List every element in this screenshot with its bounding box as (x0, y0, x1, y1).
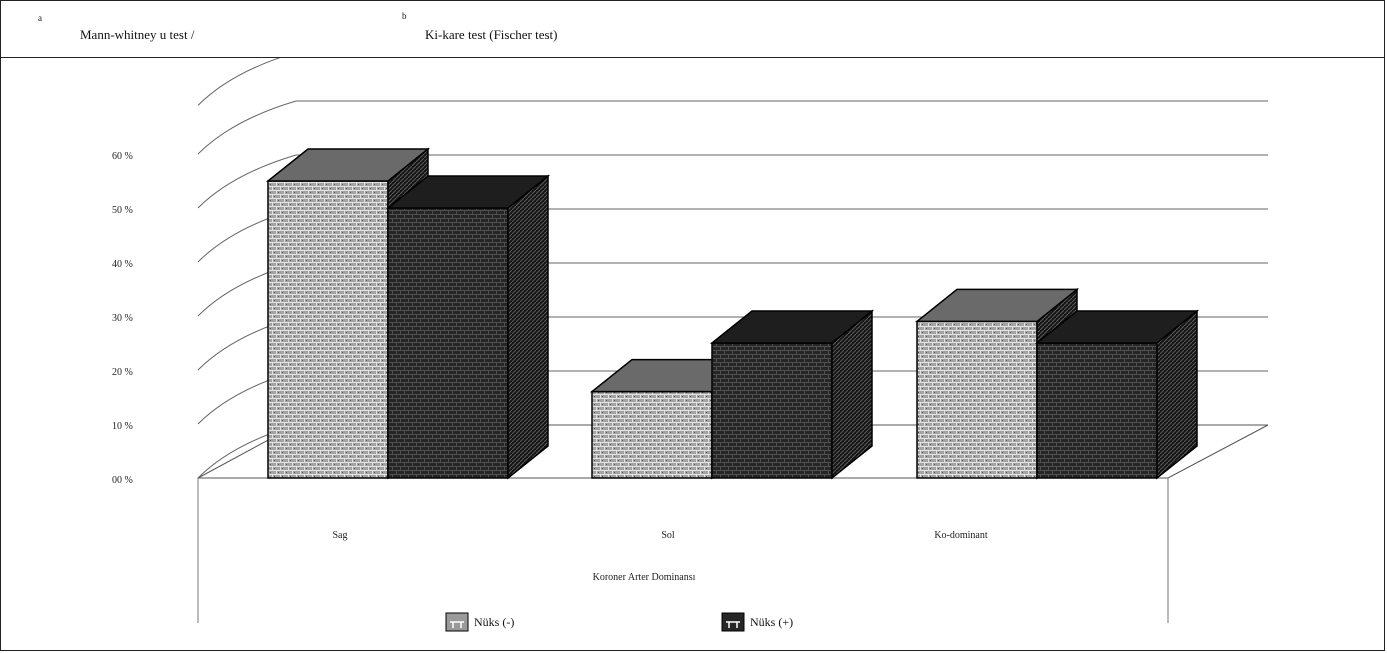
chart-floor (197, 424, 1269, 479)
y-tick-label: 40 % (112, 259, 133, 270)
legend-label: Nüks (+) (750, 615, 793, 629)
bar-top (385, 175, 551, 209)
bar-front (387, 207, 509, 479)
x-category-label: Ko-dominant (934, 530, 988, 541)
legend-item: Nüks (+) (721, 612, 793, 632)
bar-nuks-negative-2 (914, 287, 1080, 480)
x-axis-labels: Sag Sol Ko-dominant Koroner Arter Dominansı (333, 530, 988, 583)
legend-label: Nüks (-) (474, 615, 514, 629)
chart-base-box (197, 478, 1169, 623)
y-tick-label: 50 % (112, 205, 133, 216)
bar-front (711, 342, 833, 479)
bar-front (916, 320, 1038, 479)
gridline-wall (197, 58, 281, 106)
x-category-label: Sol (661, 530, 675, 541)
gridline-wall (197, 154, 297, 209)
legend-item: Nüks (-) (445, 612, 514, 632)
bar-side (507, 174, 549, 480)
bar-front (1036, 342, 1158, 479)
header-left-text: Mann-whitney u test / (80, 27, 195, 42)
y-tick-label: 20 % (112, 367, 133, 378)
bar-front (591, 390, 713, 479)
x-category-label: Sag (333, 530, 348, 541)
header-left-marker: a (38, 13, 42, 23)
bar-top (709, 310, 875, 344)
bar-nuks-positive-2 (1034, 309, 1200, 480)
bar-top (914, 288, 1080, 323)
figure-header: a Mann-whitney u test / b Ki-kare test (… (0, 0, 1385, 58)
bar-chart: 00 % 10 % 20 % 30 % 40 % 50 % 60 % Sag Sol Ko-do… (112, 58, 1269, 632)
y-tick-label: 60 % (112, 151, 133, 162)
y-tick-label: 30 % (112, 313, 133, 324)
x-axis-title: Koroner Arter Dominansı (593, 572, 696, 583)
y-tick-label: 10 % (112, 421, 133, 432)
y-tick-label: 00 % (112, 475, 133, 486)
bar-top (265, 148, 431, 182)
bar-top (1034, 310, 1200, 344)
legend-swatch-mark (726, 621, 740, 628)
bar-front (267, 180, 389, 479)
gridline-wall (197, 100, 297, 155)
bar-nuks-positive-0 (385, 174, 551, 480)
bars (265, 147, 1200, 480)
y-axis-ticks: 00 % 10 % 20 % 30 % 40 % 50 % 60 % (112, 151, 133, 486)
header-right-text: Ki-kare test (Fischer test) (425, 27, 558, 42)
legend: Nüks (-) Nüks (+) (445, 612, 793, 632)
bar-nuks-positive-1 (709, 309, 875, 480)
header-right-marker: b (402, 11, 407, 21)
legend-swatch-mark (450, 621, 464, 628)
